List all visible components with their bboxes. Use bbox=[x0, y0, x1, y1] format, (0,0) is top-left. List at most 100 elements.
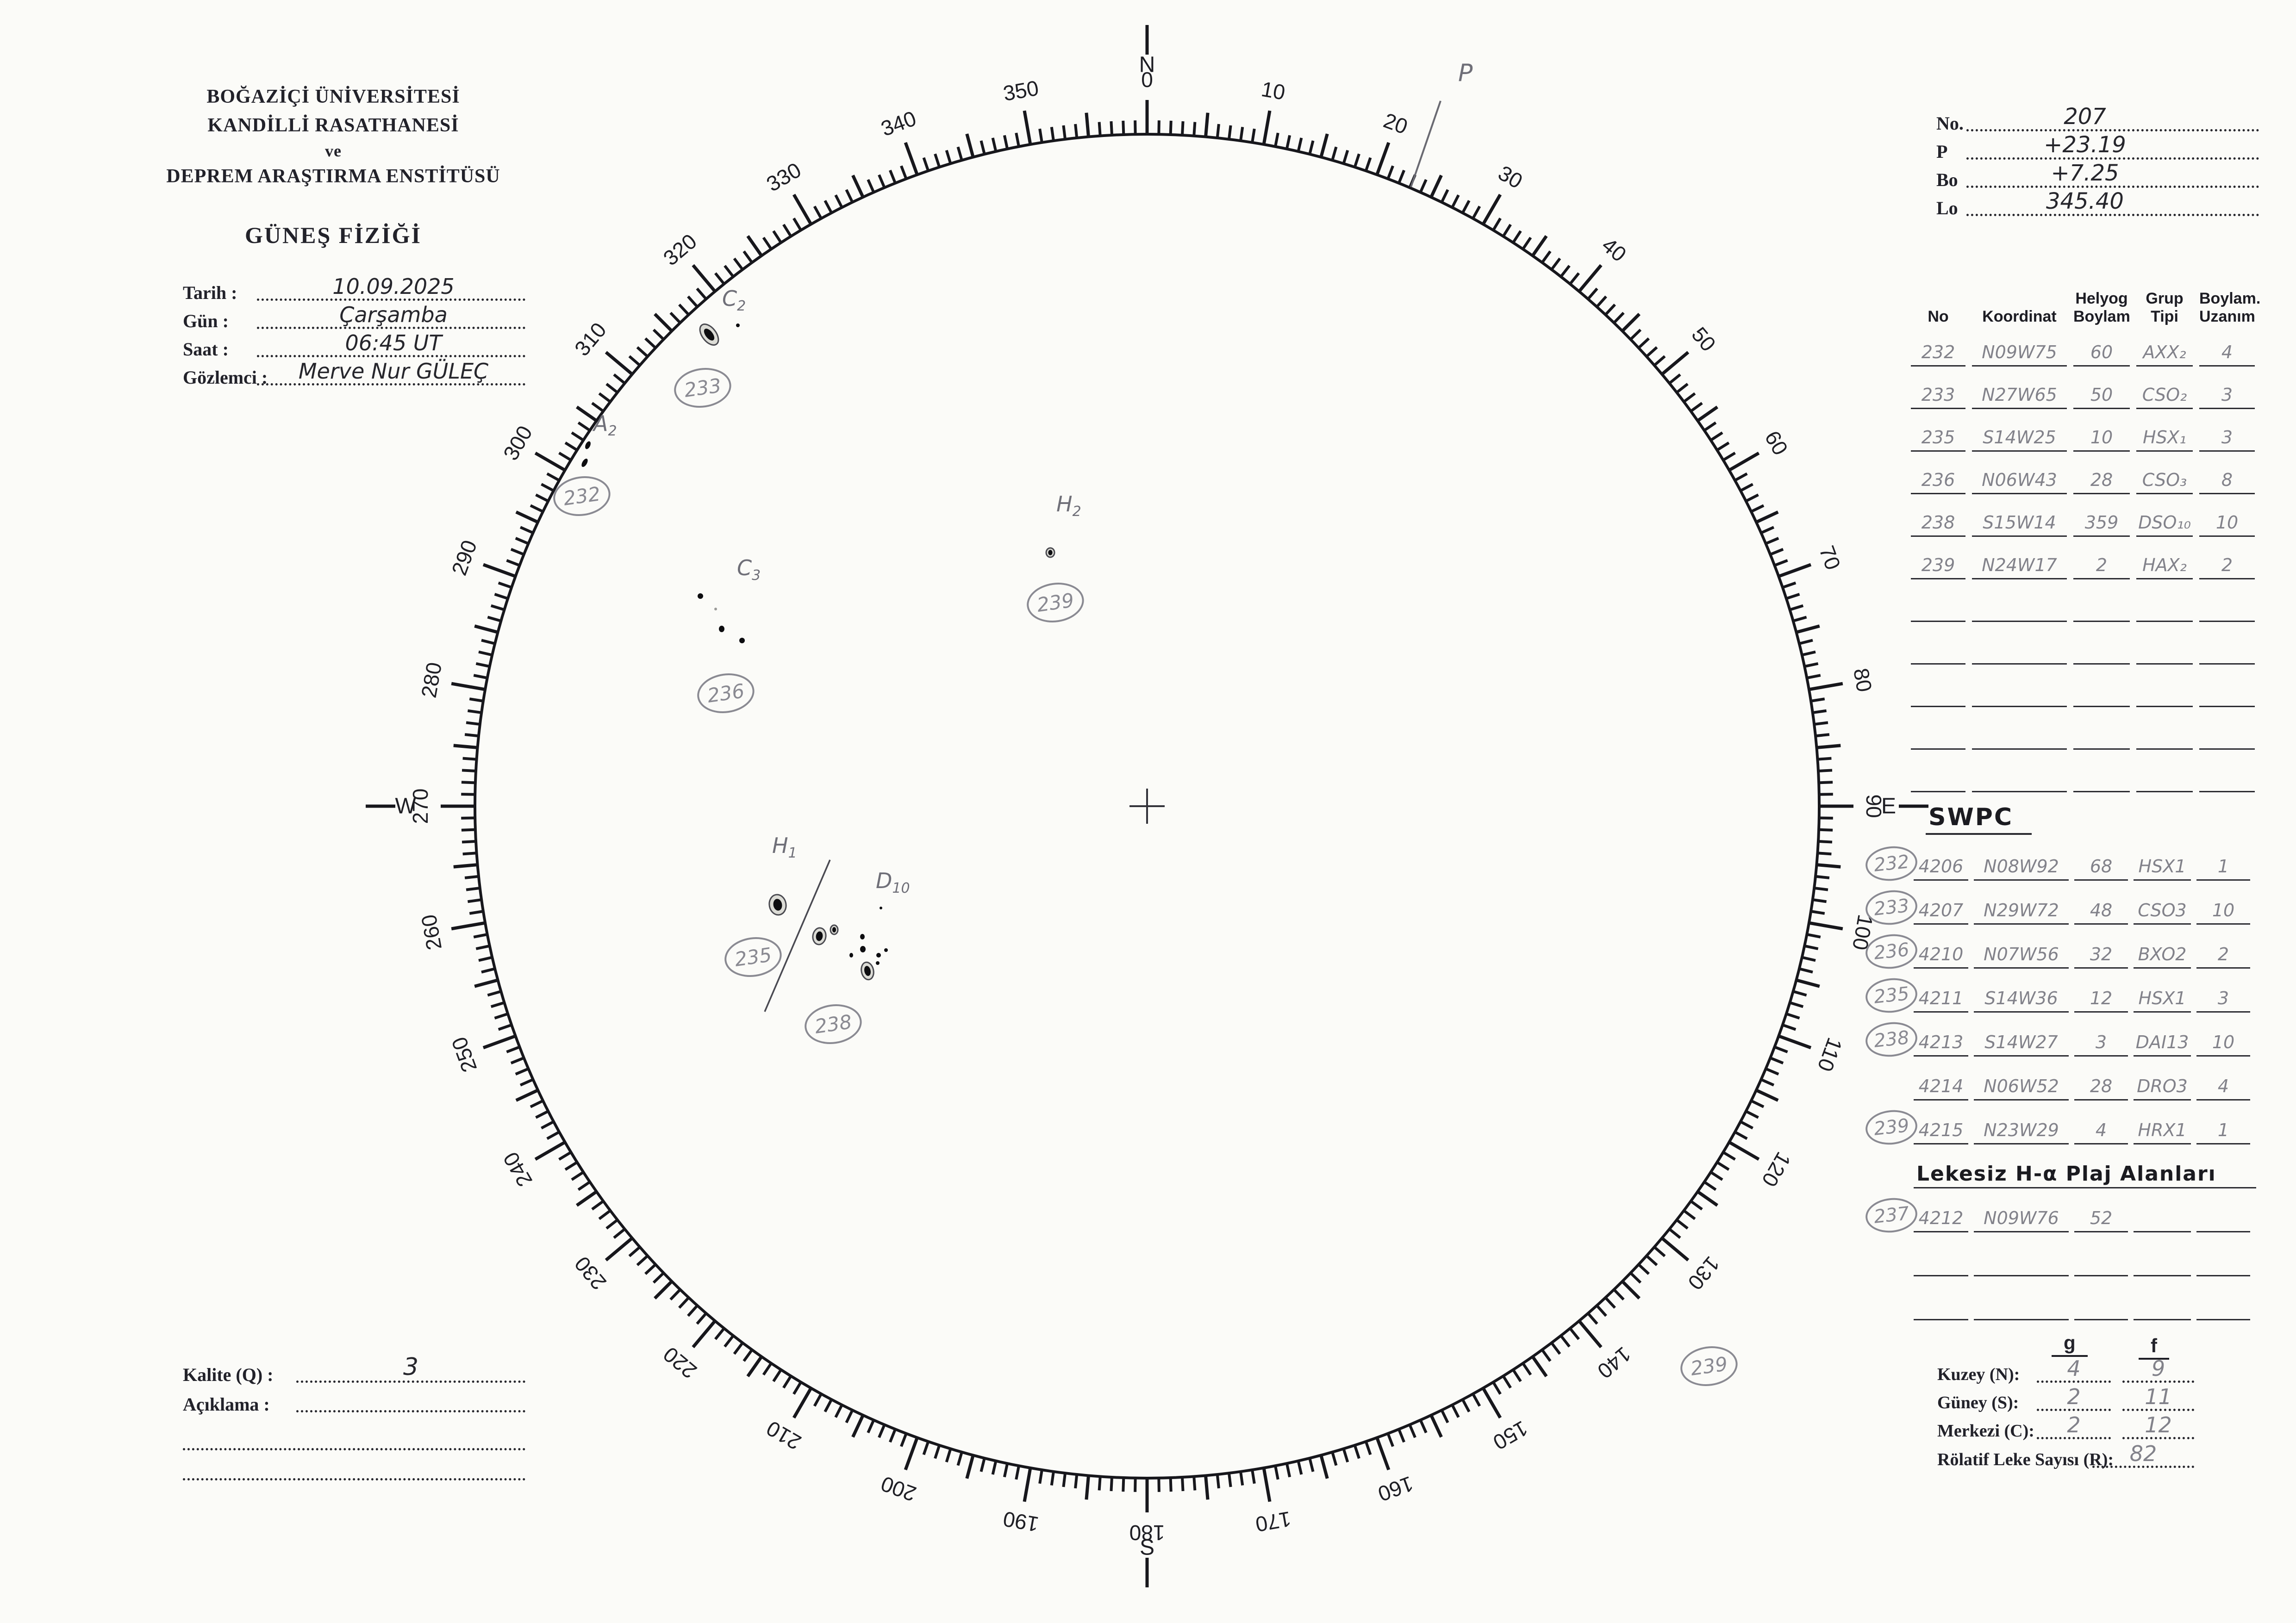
degree-tick bbox=[782, 1375, 792, 1389]
table-cell: CSO₂ bbox=[2136, 385, 2193, 409]
degree-tick bbox=[1760, 1078, 1775, 1087]
sunspot-group-label: C3 bbox=[737, 555, 761, 584]
degree-tick bbox=[1308, 140, 1315, 155]
swpc-cell bbox=[1974, 1272, 2069, 1276]
degree-label: 110 bbox=[1813, 1035, 1847, 1075]
degree-tick bbox=[1331, 1451, 1338, 1466]
p-angle-line bbox=[1410, 100, 1441, 187]
degree-tick bbox=[1637, 337, 1650, 349]
degree-tick bbox=[1492, 1381, 1502, 1395]
degree-tick bbox=[1806, 674, 1821, 679]
degree-tick bbox=[1429, 174, 1443, 198]
table-cell: 236 bbox=[1911, 470, 1965, 494]
degree-tick bbox=[1180, 121, 1185, 136]
f-column-header: f bbox=[2139, 1335, 2169, 1360]
swpc-cell: 10 bbox=[2196, 900, 2250, 925]
degree-tick bbox=[515, 537, 529, 545]
degree-tick bbox=[1569, 1327, 1580, 1340]
obs-field-label: Gün : bbox=[183, 311, 229, 331]
ephemeris-row: No. 207 bbox=[1936, 104, 2259, 135]
swpc-cell: 4210 bbox=[1914, 944, 1968, 969]
degree-tick bbox=[696, 287, 707, 300]
degree-tick bbox=[464, 875, 479, 879]
degree-tick bbox=[1522, 236, 1532, 250]
degree-tick bbox=[1755, 510, 1779, 524]
table-cell bbox=[2073, 703, 2130, 707]
degree-tick bbox=[1710, 1171, 1723, 1181]
degree-tick bbox=[1814, 721, 1828, 726]
degree-tick bbox=[515, 1088, 539, 1102]
swpc-ref-cell: 233 bbox=[1864, 888, 1919, 927]
degree-tick bbox=[1613, 1288, 1625, 1301]
g-column-header: g bbox=[2052, 1332, 2088, 1357]
table-cell bbox=[1972, 745, 2067, 750]
degree-tick bbox=[519, 526, 534, 535]
degree-tick bbox=[1531, 235, 1548, 257]
summary-f-line bbox=[2122, 1409, 2194, 1411]
degree-tick bbox=[1461, 200, 1471, 214]
group-table: 232 N09W75 60 AXX₂ 4 233 N27W65 50 CSO₂ 3 235 S14W2… bbox=[1911, 324, 2259, 792]
degree-tick bbox=[1774, 1045, 1788, 1053]
degree-tick bbox=[571, 431, 584, 442]
degree-tick bbox=[1398, 1429, 1405, 1443]
swpc-row bbox=[1866, 1232, 2259, 1276]
ephemeris-row: P +23.19 bbox=[1936, 132, 2259, 163]
degree-tick bbox=[965, 133, 975, 158]
degree-tick bbox=[1429, 1414, 1443, 1438]
degree-tick bbox=[598, 1209, 611, 1220]
degree-tick bbox=[1541, 250, 1552, 264]
degree-tick bbox=[1074, 1474, 1079, 1489]
degree-tick bbox=[1481, 1387, 1502, 1419]
degree-tick bbox=[591, 1200, 605, 1211]
degree-tick bbox=[1799, 967, 1813, 974]
obs-field-value: 10.09.2025 bbox=[332, 274, 455, 299]
degree-tick bbox=[1204, 1475, 1210, 1500]
degree-tick bbox=[1765, 1067, 1779, 1076]
degree-tick bbox=[746, 235, 763, 257]
table-cell: S15W14 bbox=[1972, 512, 2067, 537]
table-cell bbox=[2136, 660, 2193, 665]
degree-tick bbox=[1419, 179, 1428, 193]
swpc-row: 238 4213 S14W27 3 DAI13 10 bbox=[1864, 1013, 2259, 1059]
degree-tick bbox=[1740, 483, 1753, 492]
degree-tick bbox=[1512, 1369, 1522, 1382]
degree-tick bbox=[1440, 1409, 1449, 1424]
swpc-cell: 4213 bbox=[1914, 1032, 1968, 1057]
swpc-cell: DAI13 bbox=[2134, 1032, 2191, 1057]
sunspot-group-label: C2 bbox=[722, 286, 746, 315]
degree-tick bbox=[534, 451, 566, 472]
degree-tick bbox=[1818, 839, 1833, 844]
table-cell bbox=[2199, 745, 2255, 750]
degree-tick bbox=[1646, 1255, 1658, 1266]
degree-tick bbox=[772, 1369, 782, 1382]
degree-tick bbox=[1613, 311, 1625, 324]
table-cell bbox=[1972, 617, 2067, 622]
degree-tick bbox=[1786, 1012, 1800, 1020]
summary-row: Merkezi (C): 2 12 bbox=[1937, 1412, 2196, 1443]
degree-tick bbox=[1251, 1469, 1256, 1484]
degree-tick bbox=[506, 1045, 520, 1053]
table-cell: 8 bbox=[2199, 470, 2255, 494]
degree-tick bbox=[1653, 355, 1666, 367]
swpc-ref-cell: 235 bbox=[1864, 976, 1919, 1015]
group-divider-line bbox=[764, 859, 831, 1012]
summary-f-line bbox=[2122, 1380, 2194, 1383]
summary-f-value: 12 bbox=[2145, 1412, 2172, 1437]
degree-tick bbox=[481, 967, 495, 974]
group-ref-circle: 236 bbox=[1864, 932, 1919, 971]
table-row bbox=[1911, 750, 2259, 792]
summary-g-value: 2 bbox=[2067, 1384, 2081, 1409]
column-header: Helyog Boylam bbox=[2073, 289, 2130, 325]
degree-tick bbox=[956, 146, 963, 161]
degree-tick bbox=[1578, 1320, 1603, 1349]
degree-tick bbox=[851, 1414, 865, 1438]
degree-tick bbox=[1683, 1209, 1696, 1220]
degree-tick bbox=[934, 153, 941, 168]
degree-tick bbox=[889, 169, 897, 184]
degree-tick bbox=[792, 1387, 813, 1419]
degree-tick bbox=[1690, 1200, 1703, 1211]
table-cell bbox=[1972, 703, 2067, 707]
degree-tick bbox=[782, 224, 792, 237]
swpc-cell bbox=[1914, 1316, 1968, 1320]
degree-label: 260 bbox=[417, 913, 447, 952]
